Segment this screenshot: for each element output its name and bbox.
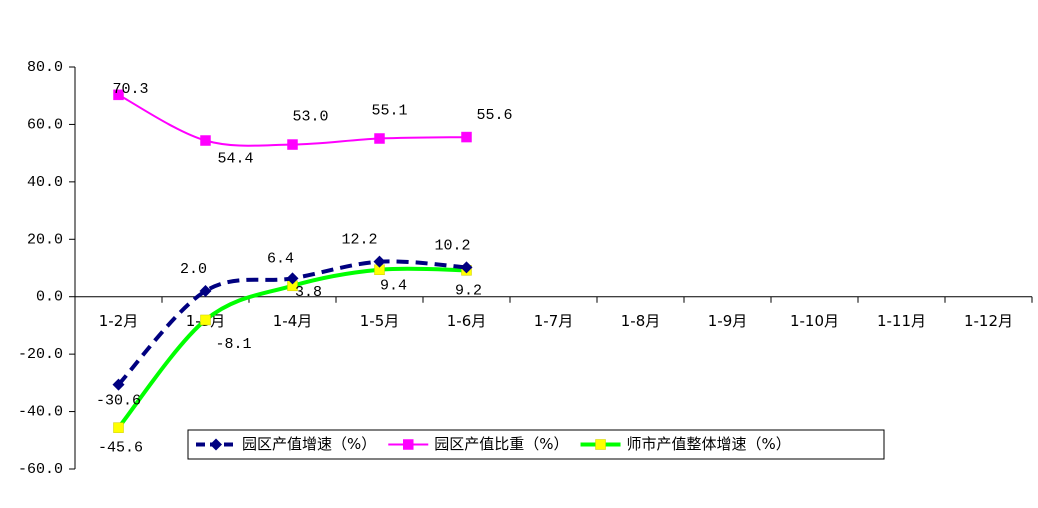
point-marker	[112, 378, 125, 391]
data-label: 55.1	[371, 102, 407, 119]
point-marker	[113, 422, 124, 433]
point-marker	[287, 139, 298, 150]
data-label: -45.6	[98, 440, 143, 457]
data-label: 12.2	[341, 232, 377, 249]
x-tick-label: 1-8月	[621, 312, 661, 330]
series-line	[116, 266, 467, 429]
y-tick-label: 80.0	[27, 59, 63, 76]
x-tick-label: 1-5月	[360, 312, 400, 330]
point-marker	[373, 255, 386, 268]
point-marker	[113, 89, 124, 101]
y-tick-label: 40.0	[27, 174, 63, 191]
data-label: 3.8	[295, 284, 322, 301]
point-marker	[286, 272, 299, 285]
x-tick-label: 1-12月	[964, 312, 1013, 330]
y-tick-label: 60.0	[27, 116, 63, 133]
legend: 园区产值增速（%） 园区产值比重（%） 师市产值整体增速（%）	[187, 429, 885, 460]
x-tick-label: 1-9月	[708, 312, 748, 330]
point-marker	[374, 133, 385, 144]
data-label: 10.2	[434, 237, 470, 254]
point-marker	[200, 135, 211, 146]
point-marker	[200, 314, 211, 326]
point-marker	[460, 261, 473, 274]
data-label: 53.0	[292, 108, 328, 125]
x-tick-label: 1-7月	[534, 312, 574, 330]
x-tick-label: 1-2月	[99, 312, 139, 330]
legend-label: 园区产值比重（%）	[434, 435, 568, 453]
x-tick-label: 1-10月	[790, 312, 839, 330]
y-tick-label: 20.0	[27, 231, 63, 248]
data-label: 6.4	[267, 250, 294, 267]
x-tick-label: 1-6月	[447, 312, 487, 330]
legend-label: 园区产值增速（%）	[242, 435, 376, 453]
y-tick-label: -20.0	[18, 346, 63, 363]
legend-marker	[595, 439, 606, 450]
x-tick-label: 1-11月	[877, 312, 926, 330]
data-label: -30.6	[96, 393, 141, 410]
data-label: -8.1	[215, 336, 251, 353]
data-label: 9.4	[380, 278, 407, 295]
data-label: 70.3	[112, 81, 148, 98]
point-marker	[199, 284, 212, 297]
data-label: 9.2	[455, 282, 482, 299]
legend-marker	[210, 438, 222, 451]
point-marker	[461, 131, 472, 143]
legend-label: 师市产值整体增速（%）	[627, 435, 791, 453]
x-tick-label: 1-4月	[273, 312, 313, 330]
y-tick-label: -60.0	[18, 461, 63, 478]
data-label: 55.6	[476, 107, 512, 124]
data-label: 54.4	[217, 150, 253, 167]
data-label: 2.0	[180, 261, 207, 278]
legend-box	[187, 429, 885, 460]
y-tick-label: -40.0	[18, 404, 63, 421]
legend-marker	[403, 439, 414, 450]
y-tick-label: 0.0	[36, 289, 63, 306]
